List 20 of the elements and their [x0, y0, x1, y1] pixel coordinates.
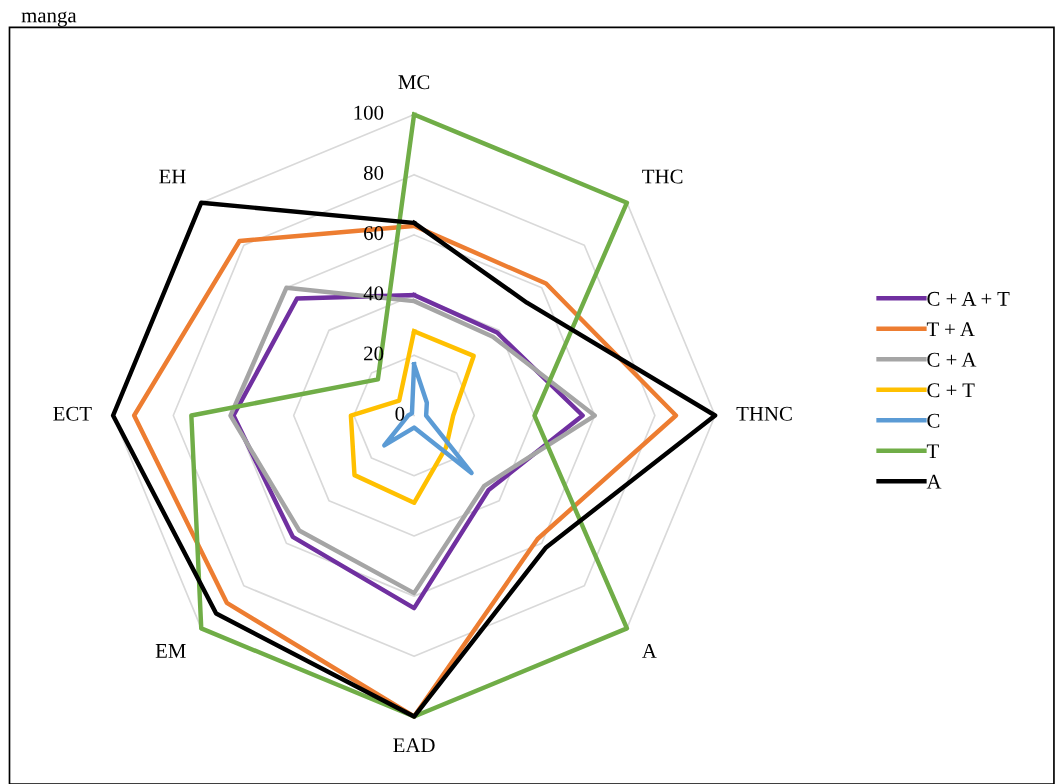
spoke-label: ECT — [53, 406, 92, 421]
legend-label: C + A — [927, 352, 977, 367]
legend-label: C + T — [927, 383, 975, 398]
spoke-label: THC — [642, 169, 683, 184]
legend-label: T + A — [926, 322, 975, 337]
y-tick-label: 100 — [354, 105, 384, 120]
spoke-label: A — [642, 643, 657, 658]
legend-label: C + A + T — [927, 291, 1010, 306]
y-tick-label: 0 — [395, 406, 405, 421]
text: manga — [21, 11, 77, 27]
legend-label: T — [926, 444, 939, 459]
legend-label: C — [927, 413, 940, 428]
y-tick-label: 80 — [363, 165, 384, 180]
y-tick-label: 40 — [363, 286, 384, 301]
spoke-label: THNC — [736, 406, 792, 421]
spoke-label: EM — [155, 644, 186, 658]
spoke-label: EAD — [393, 738, 435, 753]
spoke-label: EH — [159, 169, 186, 184]
spoke-label: MC — [398, 75, 430, 90]
legend-label: A — [926, 474, 942, 489]
